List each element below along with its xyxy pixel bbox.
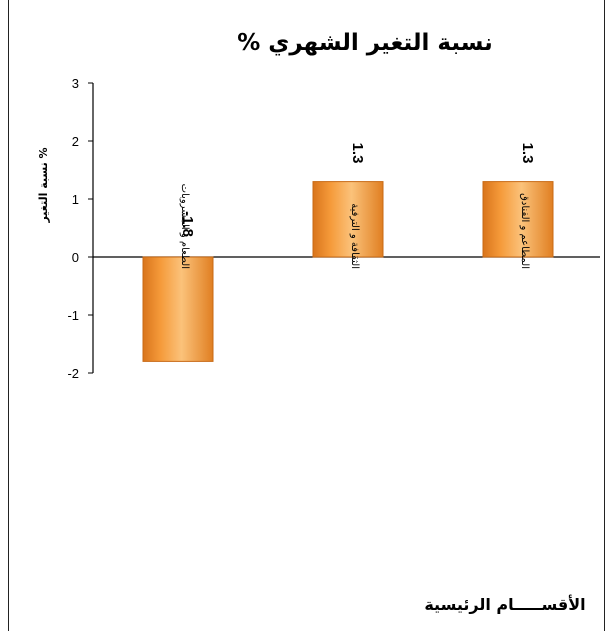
bar (142, 256, 214, 362)
y-tick-label: 1 (72, 192, 79, 207)
y-tick-label: 3 (72, 76, 79, 91)
data-label: 1.3 (519, 143, 536, 164)
category-label: الطعام و المشروبات (179, 184, 190, 269)
category-label: الثقافة و الترفية (349, 203, 360, 269)
data-label: 1.3 (349, 143, 366, 164)
y-axis-label: نسبة التغير % (37, 147, 50, 223)
x-axis-label: الأقســـــام الرئيسية (424, 595, 585, 614)
bar (312, 181, 384, 258)
chart-frame (8, 0, 605, 631)
chart-title: نسبة التغير الشهري % (237, 30, 493, 56)
category-label: المطاعم و الفنادق (519, 193, 530, 269)
bar (482, 181, 554, 258)
y-tick-label: 0 (72, 250, 79, 265)
y-tick-label: -1 (67, 308, 79, 323)
y-tick-label: 2 (72, 134, 79, 149)
data-label: -1.8 (179, 211, 196, 237)
y-tick-label: -2 (67, 366, 79, 381)
